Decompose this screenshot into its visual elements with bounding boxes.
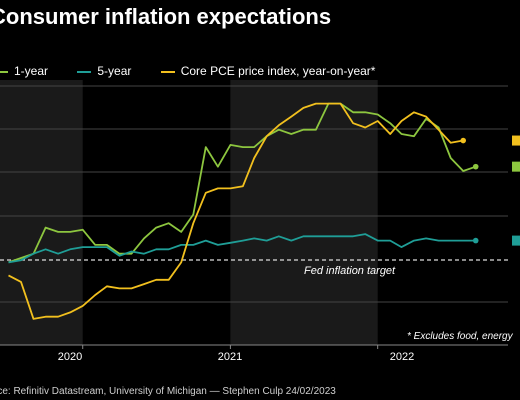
series-1-year-line: [8, 102, 476, 264]
legend-item-core-pce: Core PCE price index, year-on-year*: [160, 64, 376, 78]
series-5-year-line: [8, 233, 476, 264]
series-core-pce-end-dot: [460, 137, 467, 144]
legend-item-5-year: 5-year: [77, 64, 131, 78]
legend-swatch-5-year: [77, 70, 92, 73]
footnote: * Excludes food, energy: [407, 331, 514, 342]
chart-title: Consumer inflation expectations: [0, 4, 332, 29]
x-tick-label-2020: 2020: [58, 351, 82, 363]
series-1-year-end-dot: [472, 163, 479, 170]
source-note: rce: Refinitiv Datastream, University of…: [0, 386, 336, 397]
legend-label-core-pce: Core PCE price index, year-on-year*: [180, 64, 376, 78]
legend-label-5-year: 5-year: [97, 64, 132, 78]
series-1-year-end-tag: [512, 161, 520, 172]
legend-item-1-year: 1-year: [0, 64, 48, 78]
series-5-year-end-dot: [472, 237, 479, 244]
series-core-pce-line: [8, 102, 464, 320]
legend: 1-year 5-year Core PCE price index, year…: [0, 64, 401, 78]
year-band-2019: [0, 80, 83, 345]
x-tick-label-2021: 2021: [218, 351, 242, 363]
year-band-2021: [230, 80, 378, 345]
series-core-pce-end-tag: [512, 135, 520, 146]
series-5-year-end-tag: [512, 235, 520, 246]
legend-swatch-1-year: [0, 70, 8, 73]
fed-target-label: Fed inflation target: [304, 265, 396, 277]
legend-label-1-year: 1-year: [14, 64, 49, 78]
legend-swatch-core-pce: [160, 70, 175, 73]
x-tick-label-2022: 2022: [390, 351, 414, 363]
